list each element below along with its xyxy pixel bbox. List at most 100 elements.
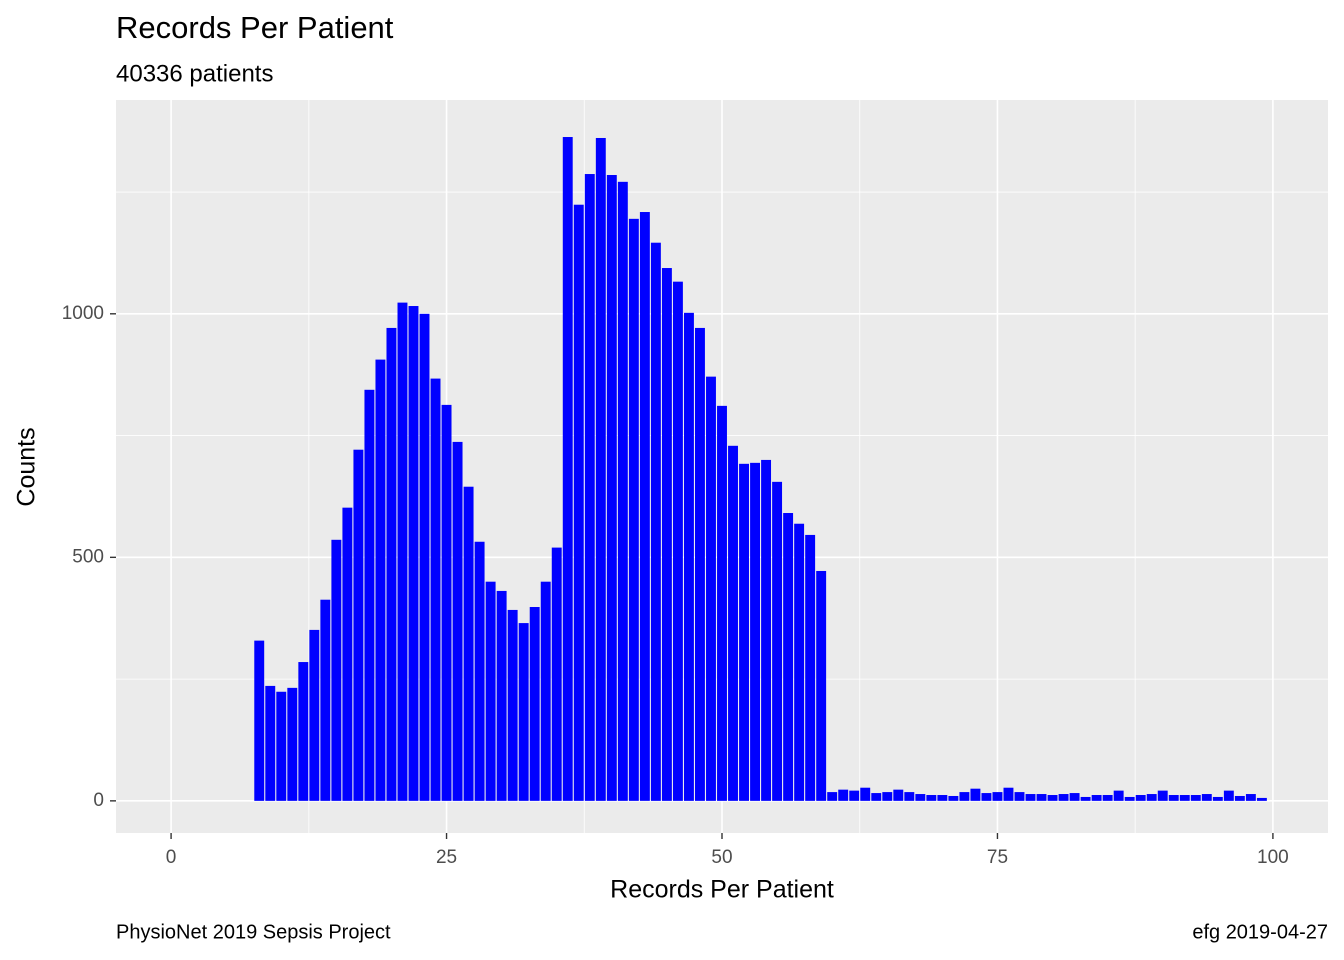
bar — [805, 534, 816, 801]
bar — [970, 788, 981, 801]
bar — [386, 327, 397, 801]
bar — [408, 306, 419, 801]
bar — [1179, 795, 1190, 801]
bar — [551, 547, 562, 801]
y-axis-title: Counts — [13, 427, 41, 506]
y-tick-label: 500 — [72, 546, 104, 567]
bar — [452, 441, 463, 801]
bar — [1080, 796, 1091, 801]
bar — [562, 137, 573, 801]
bar — [595, 137, 606, 801]
bar — [1124, 796, 1135, 801]
bar — [1168, 795, 1179, 801]
bar — [1245, 794, 1256, 801]
chart-title: Records Per Patient — [116, 10, 394, 45]
bar — [761, 459, 772, 801]
bar — [1234, 795, 1245, 801]
bar — [926, 795, 937, 801]
bar — [937, 795, 948, 801]
bar — [1058, 794, 1069, 801]
x-tick-label: 100 — [1257, 847, 1289, 868]
bar — [750, 462, 761, 801]
x-axis-title: Records Per Patient — [610, 876, 834, 904]
bar — [948, 795, 959, 801]
bar — [794, 523, 805, 801]
bar — [265, 685, 276, 801]
bar — [838, 789, 849, 801]
bar — [463, 486, 474, 801]
bar — [419, 313, 430, 801]
bar — [717, 405, 727, 801]
bar — [518, 623, 529, 801]
bar — [309, 629, 320, 801]
bar — [375, 359, 386, 801]
x-tick-label: 75 — [987, 847, 1008, 868]
bar — [992, 792, 1003, 801]
bar — [772, 481, 783, 801]
bar — [1157, 790, 1168, 801]
bar — [695, 327, 705, 801]
bar — [860, 787, 871, 801]
bar — [1025, 794, 1036, 801]
bar — [728, 445, 738, 801]
bar — [287, 687, 298, 801]
bar — [474, 541, 485, 801]
bar — [1135, 795, 1146, 801]
bar — [1113, 790, 1124, 801]
bar — [1146, 794, 1157, 801]
x-tick-label: 50 — [711, 847, 732, 868]
bar — [364, 389, 375, 801]
bar — [650, 242, 661, 801]
bar — [1190, 795, 1201, 801]
bar — [871, 793, 882, 801]
x-tick-label: 25 — [436, 847, 457, 868]
bar — [904, 792, 915, 801]
bar — [496, 590, 507, 801]
bar — [672, 281, 683, 801]
bar — [584, 174, 595, 801]
bar — [1014, 792, 1025, 801]
bar — [959, 792, 970, 801]
bar — [816, 570, 827, 801]
bar — [276, 691, 287, 801]
y-tick-label: 0 — [93, 790, 104, 811]
bar — [628, 218, 639, 801]
bar — [915, 794, 926, 801]
bar — [893, 789, 904, 801]
bar — [1047, 795, 1058, 801]
bar — [507, 609, 518, 801]
bar — [1223, 790, 1234, 801]
bar — [529, 607, 540, 801]
bar — [353, 449, 364, 801]
bar — [342, 507, 353, 801]
bar — [1069, 793, 1080, 801]
bar — [683, 312, 694, 801]
bar — [617, 181, 628, 801]
bar — [606, 175, 617, 801]
bar — [331, 539, 342, 801]
bar — [783, 513, 794, 801]
bar — [639, 212, 650, 801]
bar — [298, 662, 309, 801]
bar — [661, 268, 672, 801]
bar — [1201, 794, 1212, 801]
bar — [706, 376, 716, 801]
bar — [254, 640, 265, 801]
bar — [1036, 794, 1047, 801]
bar — [485, 581, 496, 801]
bar — [882, 792, 893, 801]
bar — [397, 302, 408, 801]
bar — [430, 378, 441, 801]
caption-left: PhysioNet 2019 Sepsis Project — [116, 921, 391, 943]
x-tick-label: 0 — [166, 847, 177, 868]
bar — [540, 581, 551, 801]
bar — [1102, 795, 1113, 801]
bar — [320, 599, 331, 801]
bar — [981, 793, 992, 801]
caption-right: efg 2019-04-27 — [1192, 921, 1328, 943]
bar — [1256, 797, 1267, 801]
chart-subtitle: 40336 patients — [116, 60, 273, 87]
bar — [739, 463, 749, 801]
